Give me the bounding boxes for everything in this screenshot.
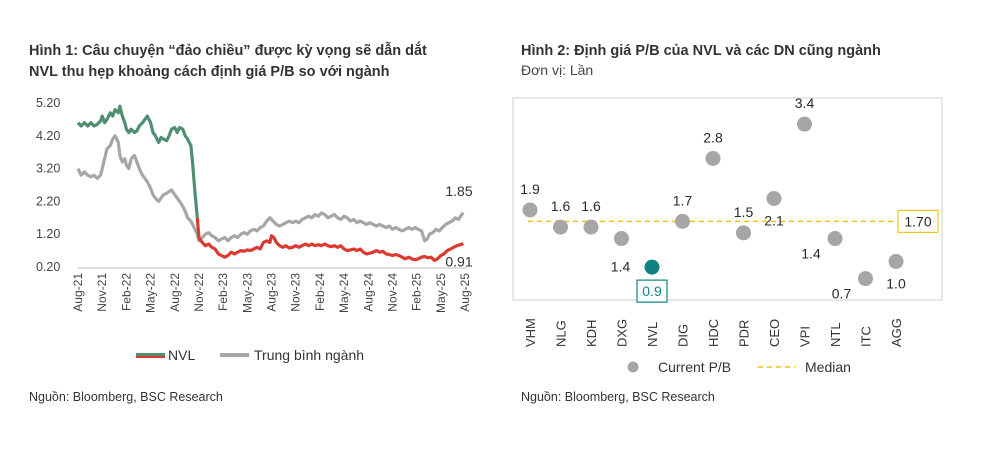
point-itc <box>858 271 873 287</box>
category-label-hdc: HDC <box>706 319 721 347</box>
x-tick-label: Nov-24 <box>385 273 399 312</box>
y-tick-label: 2.20 <box>36 194 60 208</box>
data-label-kdh: 1.6 <box>581 198 601 214</box>
data-label-ceo: 2.1 <box>764 213 784 229</box>
data-label-nlg: 1.6 <box>551 198 571 214</box>
x-tick-label: Nov-22 <box>192 273 206 312</box>
point-vpi <box>797 116 812 132</box>
x-tick-label: May-24 <box>337 273 351 313</box>
category-label-dig: DIG <box>676 324 691 347</box>
legend-label-current-pb: Current P/B <box>658 359 731 375</box>
category-label-nlg: NLG <box>554 320 569 347</box>
legend-label-nvl: NVL <box>168 347 195 363</box>
x-tick-label: Feb-22 <box>119 273 133 311</box>
x-tick-label: May-23 <box>240 273 254 313</box>
x-tick-label: Nov-23 <box>289 273 303 312</box>
data-label-hdc: 2.8 <box>703 129 723 145</box>
point-kdh <box>583 219 599 235</box>
legend-marker-current-pb <box>627 361 639 373</box>
x-tick-label: Aug-25 <box>458 273 472 312</box>
point-nvl <box>644 259 660 275</box>
point-ntl <box>827 231 843 247</box>
point-nlg <box>553 219 568 235</box>
y-tick-label: 4.20 <box>36 129 60 143</box>
chart2-plot: 1.70 1.9 VHM 1.6 NLG 1.6 KDH 1.4 DXG 0.9 NVL 1.7 DIG… <box>512 95 943 375</box>
data-label-itc: 0.7 <box>832 286 852 302</box>
series-line-industry-average <box>76 134 465 243</box>
chart2-subtitle: Đơn vị: Lần <box>521 62 594 78</box>
x-tick-label: Aug-23 <box>265 273 279 312</box>
data-label-agg: 1.0 <box>886 275 906 291</box>
legend-label-industry: Trung bình ngành <box>254 347 364 363</box>
chart1-title: Hình 1: Câu chuyện “đảo chiều” được kỳ v… <box>29 41 499 83</box>
category-label-ceo: CEO <box>767 319 782 347</box>
series-line-nvl-before <box>76 104 199 218</box>
x-tick-label: May-25 <box>434 273 448 313</box>
x-tick-label: Feb-23 <box>216 273 230 311</box>
data-label-dxg: 1.4 <box>611 259 631 275</box>
chart2-title: Hình 2: Định giá P/B của NVL và các DN c… <box>521 43 881 59</box>
category-label-nvl: NVL <box>645 322 660 347</box>
data-label-box-nvl <box>636 279 668 303</box>
annotation-nvl-end: 0.91 <box>445 254 472 270</box>
point-vhm <box>522 202 538 218</box>
y-tick-label: 1.20 <box>36 227 60 241</box>
chart1-title-line1: Hình 1: Câu chuyện “đảo chiều” được kỳ v… <box>29 43 427 59</box>
category-label-dxg: DXG <box>615 319 630 347</box>
data-label-vpi: 3.4 <box>795 95 815 111</box>
median-label-box <box>897 209 939 233</box>
point-agg <box>888 253 904 269</box>
category-label-itc: ITC <box>859 326 874 347</box>
point-hdc <box>705 150 721 166</box>
y-tick-label: 3.20 <box>36 162 60 176</box>
chart1-plot: 5.20 4.20 3.20 2.20 1.20 0.20 Aug-21 Nov-21 Feb-… <box>36 96 473 363</box>
category-label-agg: AGG <box>889 318 904 347</box>
chart2-source: Nguồn: Bloomberg, BSC Research <box>521 390 715 404</box>
point-dig <box>675 213 690 229</box>
legend-label-median: Median <box>805 359 851 375</box>
plot-frame <box>512 97 943 301</box>
chart1-title-line2: NVL thu hẹp khoảng cách định giá P/B so … <box>29 64 390 80</box>
data-label-nvl: 0.9 <box>642 283 662 299</box>
y-tick-label: 0.20 <box>36 260 60 274</box>
data-label-ntl: 1.4 <box>801 246 821 262</box>
series-line-nvl-after <box>195 217 464 262</box>
point-ceo <box>766 191 782 206</box>
data-label-vhm: 1.9 <box>520 181 540 197</box>
x-tick-label: Aug-21 <box>71 273 85 312</box>
chart1-source: Nguồn: Bloomberg, BSC Research <box>29 390 223 404</box>
category-label-pdr: PDR <box>737 320 752 347</box>
x-tick-label: Nov-21 <box>95 273 109 312</box>
point-dxg <box>614 231 629 247</box>
x-tick-label: Feb-25 <box>410 273 424 311</box>
category-label-vpi: VPI <box>798 326 813 347</box>
point-pdr <box>736 225 751 241</box>
x-tick-label: Feb-24 <box>313 273 327 311</box>
x-tick-label: Aug-22 <box>168 273 182 312</box>
category-label-vhm: VHM <box>523 318 538 347</box>
x-tick-label: May-22 <box>144 273 158 313</box>
median-label: 1.70 <box>904 213 931 229</box>
annotation-industry-end: 1.85 <box>445 183 472 199</box>
data-label-dig: 1.7 <box>673 192 693 208</box>
data-label-pdr: 1.5 <box>734 204 754 220</box>
y-tick-label: 5.20 <box>36 96 60 110</box>
category-label-ntl: NTL <box>828 322 843 347</box>
x-tick-label: Aug-24 <box>361 273 375 312</box>
category-label-kdh: KDH <box>584 320 599 347</box>
